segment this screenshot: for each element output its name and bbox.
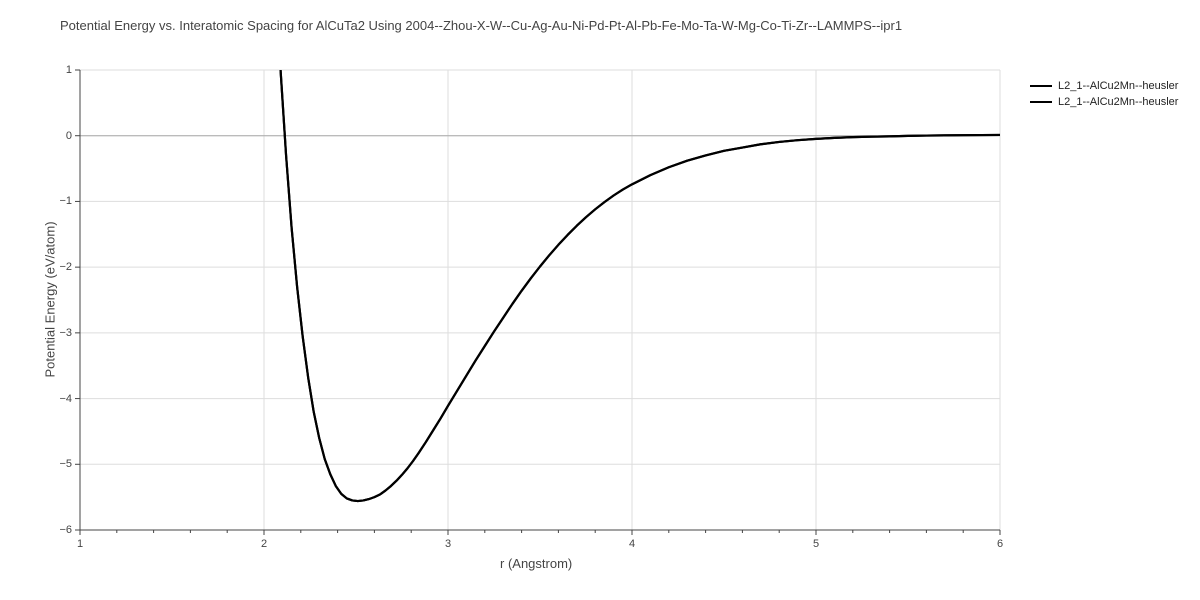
- x-tick-label: 4: [629, 538, 635, 550]
- y-tick-label: 0: [46, 130, 72, 142]
- y-tick-label: −3: [46, 327, 72, 339]
- y-tick-label: −2: [46, 261, 72, 273]
- y-tick-label: 1: [46, 64, 72, 76]
- legend-item[interactable]: L2_1--AlCu2Mn--heusler: [1030, 94, 1178, 110]
- legend-swatch: [1030, 85, 1052, 87]
- legend-label: L2_1--AlCu2Mn--heusler: [1058, 96, 1178, 108]
- x-tick-label: 1: [77, 538, 83, 550]
- x-tick-label: 2: [261, 538, 267, 550]
- x-tick-label: 6: [997, 538, 1003, 550]
- x-tick-label: 3: [445, 538, 451, 550]
- y-tick-label: −6: [46, 524, 72, 536]
- x-tick-label: 5: [813, 538, 819, 550]
- legend-item[interactable]: L2_1--AlCu2Mn--heusler: [1030, 78, 1178, 94]
- legend: L2_1--AlCu2Mn--heusler L2_1--AlCu2Mn--heu…: [1030, 78, 1178, 110]
- y-tick-label: −4: [46, 393, 72, 405]
- legend-swatch: [1030, 101, 1052, 103]
- legend-label: L2_1--AlCu2Mn--heusler: [1058, 80, 1178, 92]
- y-tick-label: −5: [46, 458, 72, 470]
- plot-svg: [0, 0, 1200, 600]
- y-tick-label: −1: [46, 195, 72, 207]
